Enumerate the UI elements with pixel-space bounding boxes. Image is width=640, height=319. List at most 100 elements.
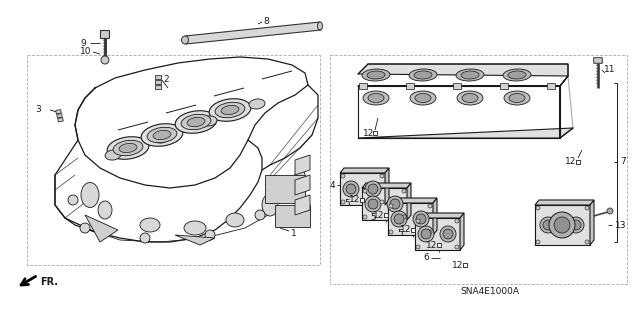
Ellipse shape [81,182,99,207]
Polygon shape [385,168,389,205]
Text: 5: 5 [344,199,350,209]
Circle shape [387,196,403,212]
Circle shape [554,217,570,233]
Ellipse shape [414,71,432,79]
Circle shape [80,223,90,233]
Circle shape [346,184,356,194]
Bar [155,75,161,79]
Text: 5: 5 [397,228,403,238]
Bar [373,131,377,135]
Ellipse shape [182,36,189,44]
Circle shape [389,204,393,208]
Polygon shape [295,175,310,195]
Polygon shape [175,235,215,245]
Circle shape [365,181,381,197]
Circle shape [295,170,305,180]
Text: 7: 7 [620,158,626,167]
Polygon shape [388,198,437,203]
Circle shape [363,189,367,193]
Ellipse shape [249,99,265,109]
Circle shape [418,226,434,242]
Ellipse shape [462,93,478,102]
Circle shape [140,233,150,243]
Polygon shape [535,205,590,245]
Polygon shape [340,173,385,205]
Bar [411,228,415,232]
Ellipse shape [456,69,484,81]
Bar [57,114,62,118]
Circle shape [380,200,384,204]
Circle shape [416,245,420,249]
Text: 12: 12 [363,129,374,137]
Ellipse shape [141,124,183,146]
Bar [275,205,310,227]
Circle shape [380,174,384,178]
Ellipse shape [147,127,177,143]
Ellipse shape [201,116,217,126]
Circle shape [368,199,378,209]
Text: 13: 13 [615,220,627,229]
Ellipse shape [184,221,206,235]
Circle shape [368,184,378,194]
Ellipse shape [367,71,385,79]
Ellipse shape [504,91,530,105]
Circle shape [389,230,393,234]
Text: 12: 12 [426,241,437,249]
Text: 6: 6 [423,254,429,263]
Circle shape [341,174,345,178]
Circle shape [101,56,109,64]
Circle shape [440,226,456,242]
Polygon shape [295,195,310,215]
Ellipse shape [461,71,479,79]
Circle shape [549,212,575,238]
Ellipse shape [409,69,437,81]
Polygon shape [415,213,464,218]
Polygon shape [415,218,460,250]
Circle shape [402,215,406,219]
Ellipse shape [119,143,137,152]
Polygon shape [55,57,308,242]
Ellipse shape [113,140,143,156]
Circle shape [455,219,459,223]
Bar [56,110,61,114]
Text: 9: 9 [80,39,86,48]
Bar [500,83,508,89]
Ellipse shape [262,194,278,216]
Ellipse shape [508,71,526,79]
Ellipse shape [221,105,239,115]
Polygon shape [388,203,433,235]
Text: 11: 11 [604,65,616,75]
Text: FR.: FR. [40,277,58,287]
Text: SNA4E1000A: SNA4E1000A [461,287,520,296]
Ellipse shape [175,111,217,133]
Text: 5: 5 [371,213,376,222]
Ellipse shape [368,93,384,102]
Ellipse shape [187,117,205,127]
Circle shape [455,245,459,249]
Ellipse shape [215,102,245,118]
Bar [155,85,161,89]
Circle shape [536,240,540,244]
Text: 8: 8 [263,18,269,26]
Circle shape [428,204,432,208]
Ellipse shape [107,137,149,159]
Circle shape [540,217,556,233]
Ellipse shape [457,91,483,105]
Circle shape [585,240,589,244]
Bar [155,80,161,84]
Circle shape [343,181,359,197]
Circle shape [341,200,345,204]
Ellipse shape [153,133,169,143]
Circle shape [416,219,420,223]
Polygon shape [535,200,594,205]
Circle shape [365,196,381,212]
Bar [576,160,580,164]
Polygon shape [433,198,437,235]
Circle shape [585,206,589,210]
Ellipse shape [317,22,323,30]
Circle shape [391,211,407,227]
Ellipse shape [181,114,211,130]
Ellipse shape [226,213,244,227]
FancyBboxPatch shape [100,31,109,39]
Polygon shape [460,213,464,250]
